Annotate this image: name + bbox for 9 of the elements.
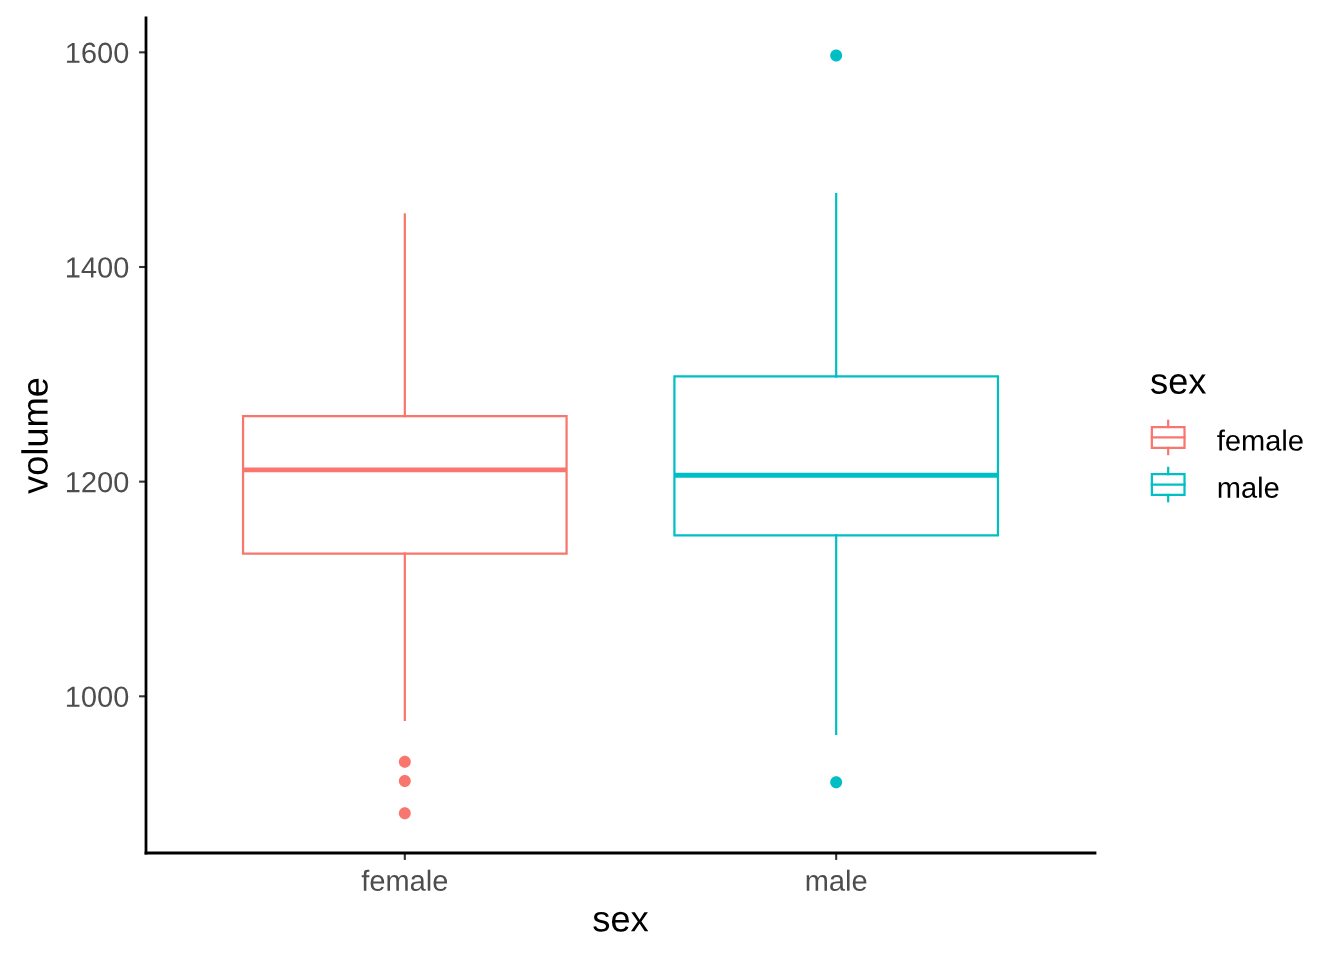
- y-tick-label: 1400: [66, 257, 129, 278]
- y-tick-label: 1200: [66, 471, 129, 493]
- y-tick-label: 1600: [66, 42, 129, 64]
- legend-label: male: [1218, 476, 1279, 498]
- legend-title: sex: [1151, 374, 1207, 394]
- y-axis-title: volume: [21, 378, 48, 494]
- y-tick-label: 1000: [66, 686, 129, 708]
- x-axis-title: sex: [593, 911, 649, 932]
- legend-label: female: [1217, 429, 1303, 451]
